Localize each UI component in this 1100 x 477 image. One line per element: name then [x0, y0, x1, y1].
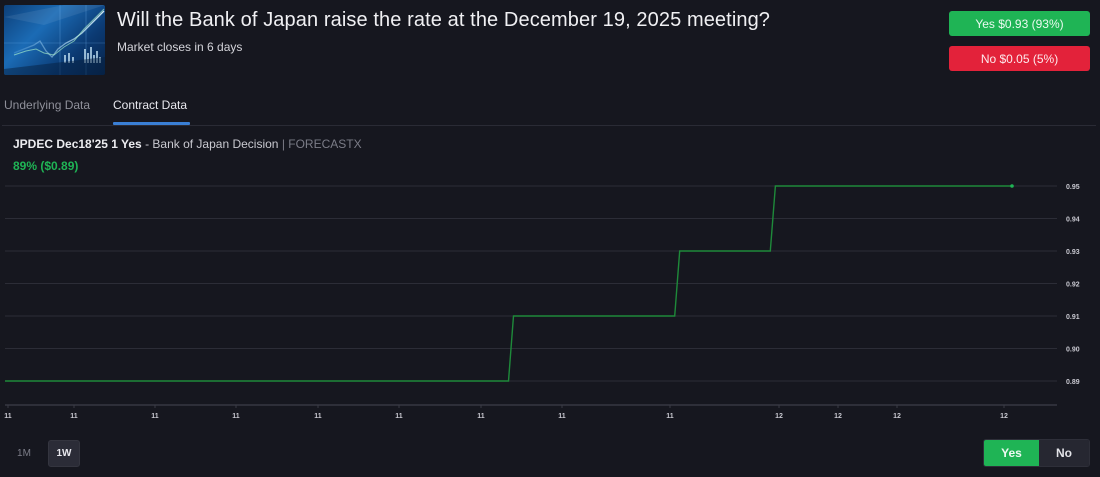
y-axis-label: 0.89: [1066, 379, 1080, 386]
contract-separator: -: [141, 137, 153, 151]
tabs-divider: [2, 125, 1096, 126]
contract-source: | FORECASTX: [278, 137, 362, 151]
market-close-countdown: Market closes in 6 days: [117, 40, 243, 54]
contract-description: Bank of Japan Decision: [152, 137, 279, 151]
price-chart[interactable]: 0.95 0.94 0.93 0.92 0.91 0.90 0.89 11 11 11 11 11 11…: [0, 170, 1100, 420]
tab-contract-data[interactable]: Contract Data: [113, 98, 188, 112]
x-axis-label: 11: [477, 413, 485, 420]
buy-yes-button[interactable]: Yes $0.93 (93%): [949, 11, 1090, 36]
x-axis-label: 11: [232, 413, 240, 420]
x-axis-label: 12: [834, 413, 842, 420]
x-axis-label: 11: [666, 413, 674, 420]
x-axis-label: 11: [314, 413, 322, 420]
y-axis-label: 0.90: [1066, 347, 1080, 354]
market-thumbnail: [4, 5, 105, 75]
buy-no-button[interactable]: No $0.05 (5%): [949, 46, 1090, 71]
toggle-yes-button[interactable]: Yes: [984, 440, 1039, 466]
side-toggle: Yes No: [983, 439, 1090, 467]
price-chart-svg[interactable]: 0.95 0.94 0.93 0.92 0.91 0.90 0.89 11 11 11 11 11 11…: [0, 170, 1100, 420]
contract-info: JPDEC Dec18'25 1 Yes - Bank of Japan Dec…: [13, 137, 362, 151]
market-header: Will the Bank of Japan raise the rate at…: [0, 0, 1100, 88]
toggle-no-button[interactable]: No: [1039, 440, 1089, 466]
stock-chart-thumbnail-icon: [4, 5, 105, 75]
y-axis-label: 0.95: [1066, 184, 1080, 191]
y-axis-label: 0.94: [1066, 217, 1080, 224]
data-tabs: Underlying Data Contract Data: [0, 96, 1100, 126]
x-axis-label: 11: [151, 413, 159, 420]
x-axis-label: 12: [775, 413, 783, 420]
y-axis-label: 0.91: [1066, 314, 1080, 321]
y-axis-label: 0.92: [1066, 282, 1080, 289]
x-axis-label: 12: [893, 413, 901, 420]
contract-symbol: JPDEC Dec18'25 1 Yes: [13, 137, 142, 151]
market-title: Will the Bank of Japan raise the rate at…: [117, 9, 771, 31]
y-axis-label: 0.93: [1066, 249, 1080, 256]
last-price-marker: [1010, 184, 1014, 188]
x-axis-label: 11: [395, 413, 403, 420]
x-axis-label: 12: [1000, 413, 1008, 420]
price-line: [5, 185, 1012, 382]
x-axis-label: 11: [70, 413, 78, 420]
range-1w-button[interactable]: 1W: [48, 440, 80, 467]
time-range-selector: 1M 1W: [8, 440, 80, 467]
x-axis-label: 11: [4, 413, 12, 420]
tab-underlying-data[interactable]: Underlying Data: [4, 98, 91, 112]
contract-price: 89% ($0.89): [13, 159, 79, 173]
active-tab-indicator: [113, 122, 190, 125]
range-1m-button[interactable]: 1M: [17, 448, 31, 459]
x-axis-label: 11: [558, 413, 566, 420]
